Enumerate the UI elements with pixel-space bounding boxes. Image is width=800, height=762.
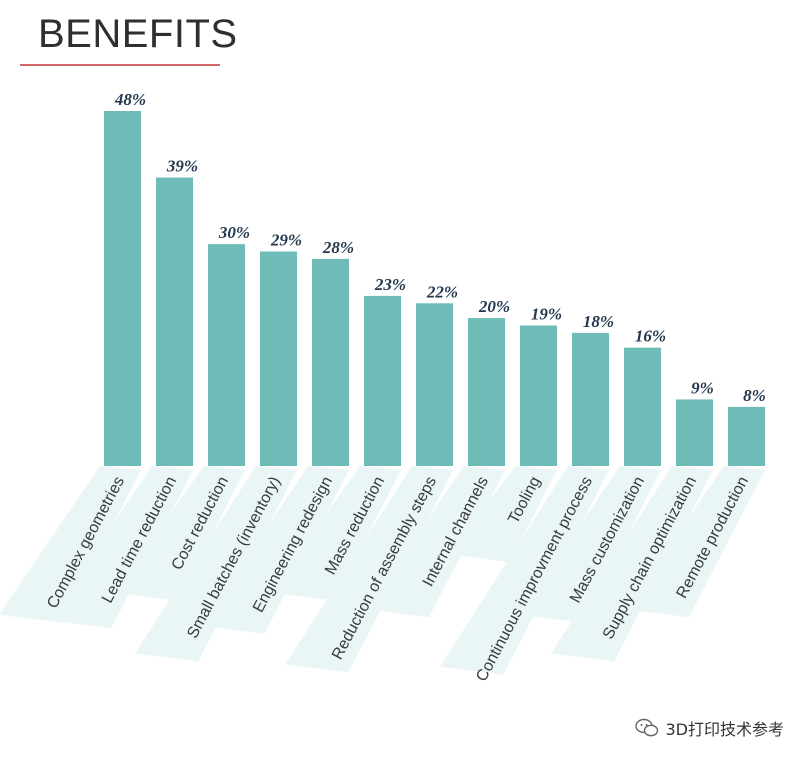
label-band-mass-customization (519, 466, 661, 623)
chart-title: BENEFITS (38, 12, 238, 56)
bar-mass-reduction (364, 295, 401, 466)
value-label-lead-time-reduction: 39% (166, 157, 198, 176)
value-label-cost-reduction: 30% (218, 223, 250, 242)
value-label-internal-channels: 20% (478, 297, 510, 316)
value-label-reduction-of-assembly-steps: 22% (426, 282, 458, 301)
value-label-complex-geometries: 48% (114, 90, 146, 109)
label-band-lead-time-reduction (48, 466, 193, 629)
value-label-mass-customization: 16% (635, 327, 666, 346)
label-band-reduction-of-assembly-steps (285, 466, 453, 673)
bar-mass-customization (624, 347, 661, 466)
value-label-remote-production: 8% (743, 386, 766, 405)
watermark: 3D打印技术参考 (635, 716, 784, 740)
bar-remote-production (728, 406, 765, 466)
title-underline (20, 64, 220, 66)
label-band-continuous-improvment-process (440, 466, 609, 675)
bar-lead-time-reduction (156, 177, 193, 466)
label-band-complex-geometries (0, 466, 141, 623)
label-band-cost-reduction (114, 466, 245, 601)
bar-internal-channels (468, 318, 505, 466)
label-band-internal-channels (365, 466, 505, 618)
label-band-small-batches-inventory (135, 466, 297, 662)
label-band-remote-production (625, 466, 765, 618)
label-band-tooling (446, 466, 557, 563)
value-labels: 48% 39% 30% 29% 28% 23% 22% 20% 19% 18% 16% 9% 8% (114, 90, 766, 405)
label-band-supply-chain-optimization (551, 466, 713, 662)
label-bands (0, 466, 765, 675)
label-band-engineering-redesign (201, 466, 349, 634)
bar-small-batches-inventory (260, 251, 297, 466)
value-label-mass-reduction: 23% (374, 275, 406, 294)
bar-cost-reduction (208, 244, 245, 466)
bar-supply-chain-optimization (676, 399, 713, 466)
value-label-tooling: 19% (531, 304, 562, 323)
bars (104, 111, 765, 466)
label-band-mass-reduction (270, 466, 401, 601)
value-label-engineering-redesign: 28% (322, 238, 354, 257)
value-label-supply-chain-optimization: 9% (691, 378, 714, 397)
watermark-text: 3D打印技术参考 (665, 720, 784, 739)
value-label-small-batches-inventory: 29% (270, 231, 302, 250)
bar-tooling (520, 325, 557, 466)
wechat-icon (635, 718, 659, 737)
bar-complex-geometries (104, 111, 141, 466)
bar-continuous-improvment-process (572, 332, 609, 466)
bar-reduction-of-assembly-steps (416, 303, 453, 466)
value-label-continuous-improvment-process: 18% (583, 312, 614, 331)
bar-engineering-redesign (312, 258, 349, 466)
